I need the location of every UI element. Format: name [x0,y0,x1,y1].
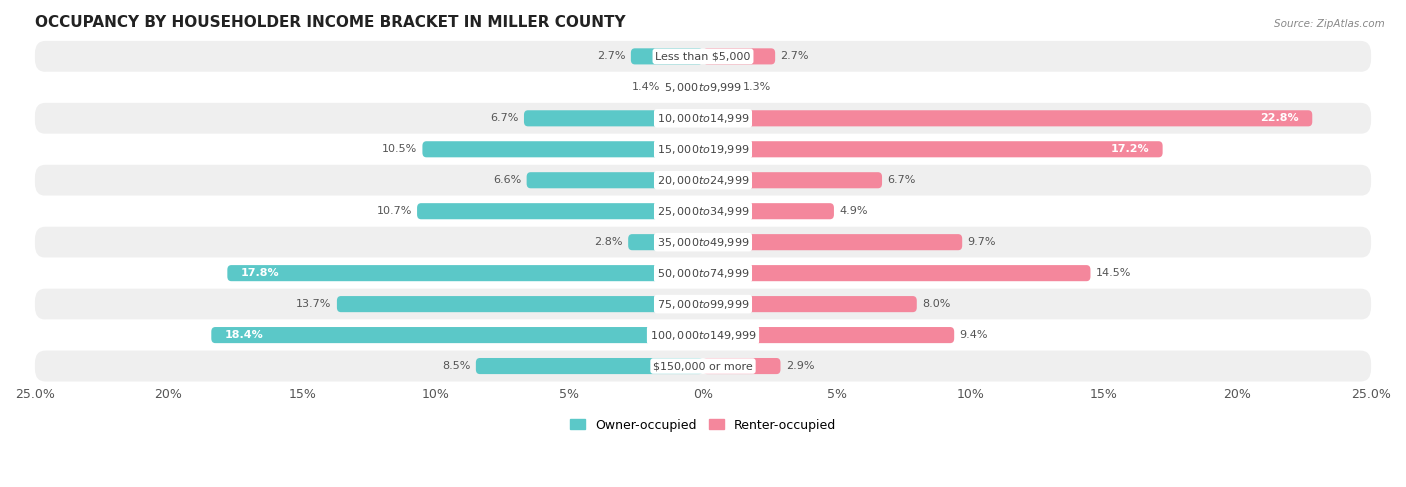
FancyBboxPatch shape [418,203,703,219]
Text: 1.3%: 1.3% [744,82,772,93]
Text: 1.4%: 1.4% [631,82,661,93]
FancyBboxPatch shape [35,165,1371,196]
Text: $50,000 to $74,999: $50,000 to $74,999 [657,267,749,280]
FancyBboxPatch shape [703,203,834,219]
FancyBboxPatch shape [703,327,955,343]
Text: 2.7%: 2.7% [780,51,808,61]
Text: 10.5%: 10.5% [382,144,418,154]
FancyBboxPatch shape [524,110,703,126]
Text: 8.5%: 8.5% [441,361,471,371]
FancyBboxPatch shape [422,141,703,157]
FancyBboxPatch shape [631,48,703,64]
Text: 22.8%: 22.8% [1260,113,1299,123]
FancyBboxPatch shape [703,358,780,374]
Text: 8.0%: 8.0% [922,299,950,309]
Text: $25,000 to $34,999: $25,000 to $34,999 [657,205,749,218]
Text: 4.9%: 4.9% [839,206,868,216]
Text: 17.8%: 17.8% [240,268,280,278]
FancyBboxPatch shape [35,226,1371,258]
FancyBboxPatch shape [703,296,917,312]
FancyBboxPatch shape [35,134,1371,165]
FancyBboxPatch shape [228,265,703,281]
Text: 13.7%: 13.7% [297,299,332,309]
FancyBboxPatch shape [703,172,882,188]
Text: $10,000 to $14,999: $10,000 to $14,999 [657,112,749,125]
Text: OCCUPANCY BY HOUSEHOLDER INCOME BRACKET IN MILLER COUNTY: OCCUPANCY BY HOUSEHOLDER INCOME BRACKET … [35,15,626,30]
Text: 17.2%: 17.2% [1111,144,1149,154]
Text: 18.4%: 18.4% [225,330,263,340]
FancyBboxPatch shape [35,289,1371,319]
FancyBboxPatch shape [703,48,775,64]
Text: Less than $5,000: Less than $5,000 [655,51,751,61]
FancyBboxPatch shape [337,296,703,312]
Text: $15,000 to $19,999: $15,000 to $19,999 [657,143,749,156]
FancyBboxPatch shape [703,141,1163,157]
Text: $100,000 to $149,999: $100,000 to $149,999 [650,329,756,341]
FancyBboxPatch shape [35,72,1371,103]
FancyBboxPatch shape [475,358,703,374]
FancyBboxPatch shape [703,110,1312,126]
Legend: Owner-occupied, Renter-occupied: Owner-occupied, Renter-occupied [565,413,841,437]
Text: $20,000 to $24,999: $20,000 to $24,999 [657,174,749,187]
Text: 6.6%: 6.6% [494,175,522,185]
Text: Source: ZipAtlas.com: Source: ZipAtlas.com [1274,19,1385,30]
Text: 9.4%: 9.4% [959,330,988,340]
FancyBboxPatch shape [628,234,703,250]
Text: 2.8%: 2.8% [595,237,623,247]
FancyBboxPatch shape [35,41,1371,72]
FancyBboxPatch shape [211,327,703,343]
Text: 9.7%: 9.7% [967,237,995,247]
FancyBboxPatch shape [665,79,703,95]
FancyBboxPatch shape [35,351,1371,381]
Text: 2.9%: 2.9% [786,361,814,371]
Text: $5,000 to $9,999: $5,000 to $9,999 [664,81,742,94]
Text: $75,000 to $99,999: $75,000 to $99,999 [657,298,749,311]
Text: 10.7%: 10.7% [377,206,412,216]
FancyBboxPatch shape [527,172,703,188]
Text: $35,000 to $49,999: $35,000 to $49,999 [657,236,749,249]
FancyBboxPatch shape [35,103,1371,134]
FancyBboxPatch shape [703,79,738,95]
Text: 2.7%: 2.7% [598,51,626,61]
Text: 6.7%: 6.7% [491,113,519,123]
FancyBboxPatch shape [703,265,1091,281]
FancyBboxPatch shape [35,196,1371,226]
FancyBboxPatch shape [703,234,962,250]
Text: 14.5%: 14.5% [1095,268,1132,278]
Text: $150,000 or more: $150,000 or more [654,361,752,371]
FancyBboxPatch shape [35,319,1371,351]
FancyBboxPatch shape [35,258,1371,289]
Text: 6.7%: 6.7% [887,175,915,185]
